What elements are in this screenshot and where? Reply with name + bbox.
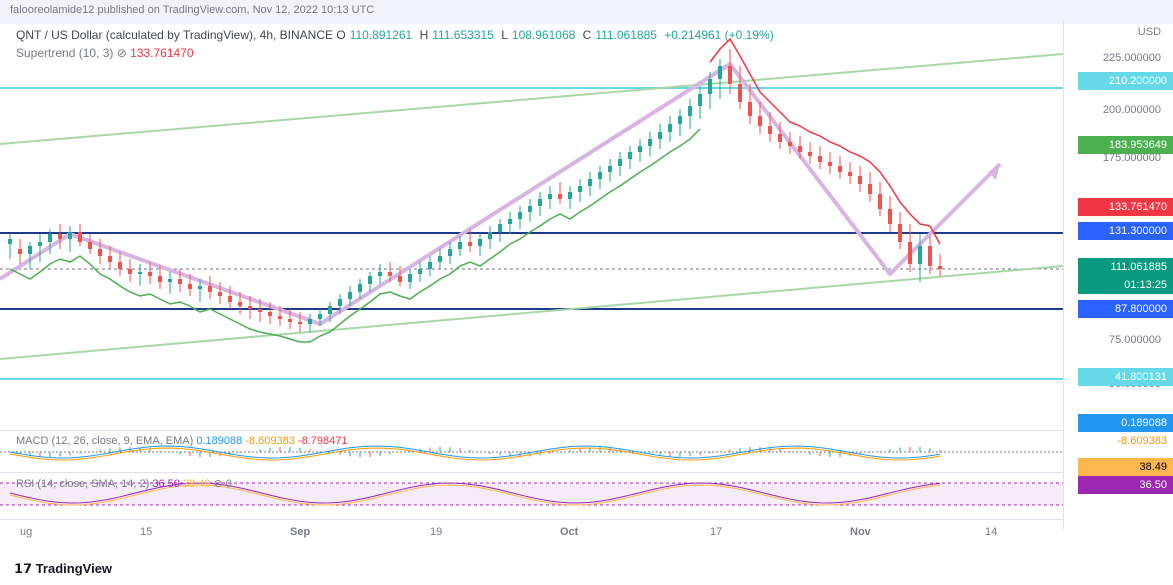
macd-panel[interactable]: MACD (12, 26, close, 9, EMA, EMA) 0.1890…: [0, 430, 1063, 472]
time-axis[interactable]: ug 15 Sep 19 Oct 17 Nov 14: [0, 519, 1063, 547]
axis-tick: 225.000000: [1099, 50, 1165, 66]
rsi-badge2: 36.50: [1078, 476, 1173, 494]
macd-v2: -8.609383: [245, 435, 295, 447]
time-tick: ug: [20, 526, 32, 538]
rsi-badge1: 38.49: [1078, 458, 1173, 476]
axis-unit: USD: [1134, 24, 1165, 40]
tradingview-logo[interactable]: 𝟭𝟳 TradingView: [14, 561, 112, 577]
rsi-label: RSI (14, close, SMA, 14, 2): [16, 478, 149, 490]
time-tick: 19: [430, 526, 442, 538]
macd-v3: -8.798471: [298, 435, 348, 447]
axis-badge: 01:13:25: [1078, 276, 1173, 294]
axis-tick: 75.000000: [1105, 332, 1165, 348]
axis-badge: 133.761470: [1078, 198, 1173, 216]
axis-badge: 41.800131: [1078, 368, 1173, 386]
axis-badge: 210.200000: [1078, 72, 1173, 90]
time-tick: Sep: [290, 526, 310, 538]
macd-badge2: -8.609383: [1078, 432, 1173, 450]
rsi-v1: 36.50: [152, 478, 180, 490]
macd-label: MACD (12, 26, close, 9, EMA, EMA): [16, 435, 193, 447]
axis-tick: 200.000000: [1099, 102, 1165, 118]
rsi-v2: 38.49: [183, 478, 211, 490]
axis-badge: 131.300000: [1078, 222, 1173, 240]
publisher-text: falooreolamide12 published on TradingVie…: [10, 4, 374, 16]
rsi-panel[interactable]: RSI (14, close, SMA, 14, 2) 36.50 38.49 …: [0, 472, 1063, 514]
rsi-v3: ⊘ 0: [214, 478, 232, 490]
time-tick: 17: [710, 526, 722, 538]
axis-badge: 183.953649: [1078, 136, 1173, 154]
publish-header: falooreolamide12 published on TradingVie…: [0, 0, 1173, 24]
axis-badge: 87.800000: [1078, 300, 1173, 318]
main-price-chart[interactable]: [0, 24, 1063, 430]
price-axis[interactable]: USD 225.000000200.000000175.00000075.000…: [1063, 20, 1173, 530]
macd-badge1: 0.189088: [1078, 414, 1173, 432]
axis-badge: 111.061885: [1078, 258, 1173, 276]
macd-v1: 0.189088: [196, 435, 242, 447]
time-tick: 14: [985, 526, 997, 538]
time-tick: Oct: [560, 526, 578, 538]
time-tick: Nov: [850, 526, 871, 538]
time-tick: 15: [140, 526, 152, 538]
